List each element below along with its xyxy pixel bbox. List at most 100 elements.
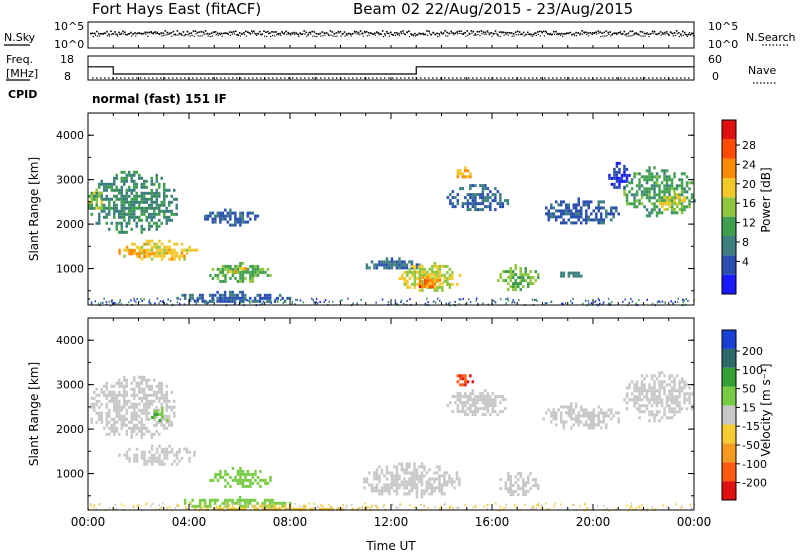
velocity-cell — [145, 384, 148, 388]
power-cell — [484, 205, 487, 209]
power-cell — [103, 182, 106, 186]
velocity-cell — [224, 472, 227, 476]
power-cell — [125, 173, 128, 177]
power-cell — [93, 194, 96, 198]
power-cell — [535, 298, 537, 301]
power-cell — [191, 296, 194, 300]
power-cell — [133, 182, 136, 186]
power-cell — [158, 224, 161, 228]
power-cell — [291, 300, 294, 303]
velocity-cell — [638, 407, 641, 411]
noise-dot — [492, 33, 495, 35]
velocity-cell — [491, 398, 495, 402]
power-cell — [534, 270, 537, 274]
power-cell — [481, 187, 485, 191]
velocity-cell — [428, 468, 431, 472]
power-cell — [261, 296, 264, 300]
power-cell — [635, 184, 639, 188]
velocity-cell — [118, 384, 121, 388]
power-cell — [115, 224, 118, 228]
noise-dot — [478, 30, 481, 33]
power-cell — [631, 300, 634, 303]
power-cell — [625, 184, 629, 188]
velocity-cell — [105, 393, 108, 397]
power-cell — [140, 209, 143, 213]
power-cell — [100, 197, 103, 201]
power-cell — [209, 273, 212, 277]
power-cell — [660, 211, 664, 215]
velocity-cell — [95, 393, 98, 397]
velocity-cell — [552, 414, 555, 418]
velocity-cell — [165, 390, 168, 394]
noise-dot — [488, 33, 491, 36]
colorbar-swatch — [722, 386, 736, 406]
noise-dot — [521, 33, 523, 36]
velocity-cell — [605, 426, 608, 430]
velocity-cell — [410, 486, 414, 490]
velocity-cell — [527, 481, 530, 485]
power-cell — [456, 282, 459, 286]
power-cell — [645, 187, 649, 191]
velocity-cell — [98, 417, 101, 421]
velocity-cell — [103, 390, 106, 394]
power-cell — [519, 276, 522, 280]
velocity-cell — [645, 392, 649, 396]
velocity-cell — [555, 417, 558, 421]
velocity-cell — [474, 404, 477, 408]
power-cell — [638, 181, 641, 185]
power-cell — [426, 276, 429, 279]
velocity-cell — [428, 492, 431, 496]
power-cell — [605, 212, 608, 216]
noise-dot — [648, 35, 650, 38]
power-cell — [188, 245, 191, 249]
noise-dot — [400, 31, 402, 33]
velocity-cell — [105, 411, 108, 415]
velocity-cell — [570, 405, 573, 409]
velocity-cell — [238, 495, 242, 499]
power-cell — [577, 209, 580, 213]
velocity-cell — [630, 502, 633, 505]
velocity-cell — [148, 399, 151, 403]
noise-dot — [428, 30, 430, 33]
velocity-cell — [113, 399, 116, 403]
velocity-cell — [587, 426, 590, 430]
velocity-cell — [358, 506, 361, 509]
power-cell — [153, 194, 156, 198]
noise-dot — [321, 31, 324, 33]
power-cell — [423, 279, 427, 283]
velocity-cell — [211, 498, 214, 502]
velocity-cell — [602, 420, 605, 424]
power-cell — [635, 205, 639, 209]
velocity-cell — [633, 386, 636, 390]
velocity-cell — [160, 381, 163, 385]
noise-dot — [329, 30, 332, 32]
power-cell — [150, 191, 153, 195]
power-cell — [484, 184, 487, 188]
power-cell — [170, 200, 173, 204]
power-cell — [249, 217, 252, 221]
power-cell — [550, 212, 553, 216]
velocity-cell — [113, 426, 116, 430]
velocity-cell — [440, 489, 444, 493]
velocity-cell — [239, 502, 241, 505]
power-cell — [130, 299, 132, 302]
power-cell — [224, 214, 227, 218]
noise-dot — [500, 31, 503, 33]
power-cell — [507, 276, 510, 280]
velocity-cell — [405, 480, 409, 484]
velocity-cell — [123, 405, 126, 409]
velocity-cell — [663, 389, 666, 393]
noise-dot — [135, 35, 137, 37]
power-cell — [140, 182, 143, 186]
noise-dot — [267, 30, 269, 33]
noise-dot — [236, 33, 239, 36]
power-cell — [108, 185, 111, 189]
power-cell — [640, 184, 644, 188]
noise-dot — [162, 32, 165, 35]
velocity-cell — [688, 395, 691, 399]
noise-dot — [592, 32, 594, 34]
power-cell — [522, 276, 525, 280]
power-cell — [610, 182, 614, 186]
noise-dot — [339, 30, 342, 33]
